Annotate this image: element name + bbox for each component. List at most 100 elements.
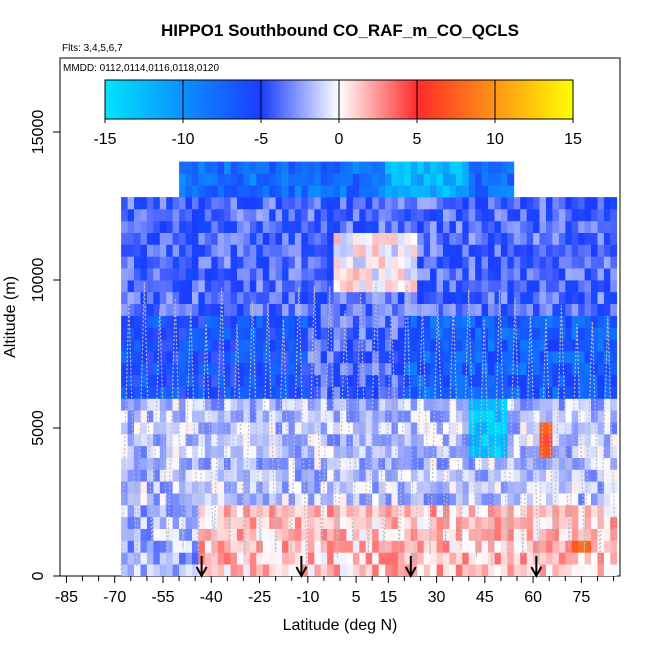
heat-cell (546, 362, 553, 376)
heat-cell (565, 303, 573, 316)
heat-cell (526, 339, 534, 352)
heat-cell (468, 374, 476, 387)
heat-cell (211, 374, 219, 387)
heat-cell (397, 268, 405, 281)
heat-cell (166, 339, 173, 352)
heat-cell (385, 197, 392, 210)
heat-cell (539, 280, 547, 293)
heat-cell (520, 220, 527, 233)
heat-cell (340, 268, 347, 281)
heat-cell (359, 327, 367, 340)
heat-cell (198, 493, 206, 506)
heat-cell (166, 362, 173, 376)
heat-cell (423, 410, 431, 423)
heat-cell (172, 209, 180, 222)
heat-cell (134, 280, 141, 293)
heat-cell (346, 185, 354, 198)
heat-cell (404, 280, 412, 293)
heat-cell (475, 552, 482, 565)
heat-cell (494, 232, 502, 245)
heat-cell (192, 422, 199, 435)
heat-cell (237, 327, 244, 340)
heat-cell (243, 386, 251, 399)
heat-cell (230, 220, 238, 233)
heat-cell (385, 339, 392, 352)
heat-cell (565, 339, 573, 352)
heat-cell (166, 493, 173, 506)
heat-cell (410, 433, 418, 447)
heat-cell (417, 528, 424, 541)
heat-cell (166, 232, 173, 245)
heat-cell (578, 386, 585, 399)
heat-cell (430, 528, 437, 541)
heat-cell (121, 220, 128, 233)
heat-cell (217, 422, 225, 435)
heat-cell (372, 422, 379, 435)
heat-cell (237, 209, 244, 222)
heat-cell (365, 244, 373, 257)
heat-cell (372, 505, 379, 518)
heat-cell (603, 291, 611, 304)
heat-cell (243, 232, 251, 245)
heat-cell (282, 469, 289, 482)
heat-cell (172, 327, 180, 340)
heat-cell (185, 528, 193, 541)
heat-cell (475, 540, 482, 553)
heat-cell (552, 209, 560, 222)
heat-cell (365, 256, 373, 269)
heat-cell (301, 232, 309, 245)
heat-cell (584, 433, 592, 447)
heat-cell (249, 256, 257, 269)
heat-cell (475, 481, 482, 494)
y-tick-label: 15000 (30, 110, 47, 155)
heat-cell (333, 386, 341, 399)
heat-cell (288, 173, 296, 186)
heat-cell (571, 303, 579, 316)
heat-cell (443, 505, 450, 518)
heat-cell (192, 445, 199, 458)
heat-cell (275, 374, 283, 387)
heat-cell (301, 315, 309, 328)
heat-cell (571, 291, 579, 304)
heat-cell (578, 256, 585, 269)
heat-cell (533, 386, 540, 399)
heat-cell (185, 398, 193, 411)
heat-cell (217, 481, 225, 494)
heat-cell (391, 398, 399, 411)
heat-cell (269, 315, 276, 328)
heat-cell (468, 410, 476, 423)
heat-cell (494, 398, 502, 411)
heat-cell (417, 410, 424, 423)
heat-cell (455, 374, 463, 387)
heat-cell (552, 386, 560, 399)
heat-cell (610, 564, 618, 576)
heat-cell (179, 410, 186, 423)
heat-cell (552, 362, 560, 376)
heat-cell (340, 445, 347, 458)
heat-cell (513, 528, 521, 541)
heat-cell (314, 505, 322, 518)
heat-cell (552, 197, 560, 210)
heat-cell (159, 291, 167, 304)
heat-cell (134, 445, 141, 458)
heat-cell (346, 173, 354, 186)
heat-cell (153, 469, 161, 482)
heat-cell (610, 327, 618, 340)
heat-cell (256, 327, 264, 340)
heat-cell (404, 327, 412, 340)
heat-cell (552, 552, 560, 565)
heat-cell (269, 564, 276, 576)
heat-cell (333, 209, 341, 222)
heat-cell (217, 327, 225, 340)
x-tick-label: -40 (200, 589, 223, 606)
y-tick-label: 5000 (30, 410, 47, 446)
heat-cell (179, 291, 186, 304)
heat-cell (603, 386, 611, 399)
heat-cell (372, 315, 379, 328)
heat-cell (134, 410, 141, 423)
heat-cell (410, 351, 418, 364)
heat-cell (294, 374, 302, 387)
heat-cell (333, 540, 341, 553)
heat-cell (121, 552, 128, 565)
heat-cell (153, 493, 161, 506)
